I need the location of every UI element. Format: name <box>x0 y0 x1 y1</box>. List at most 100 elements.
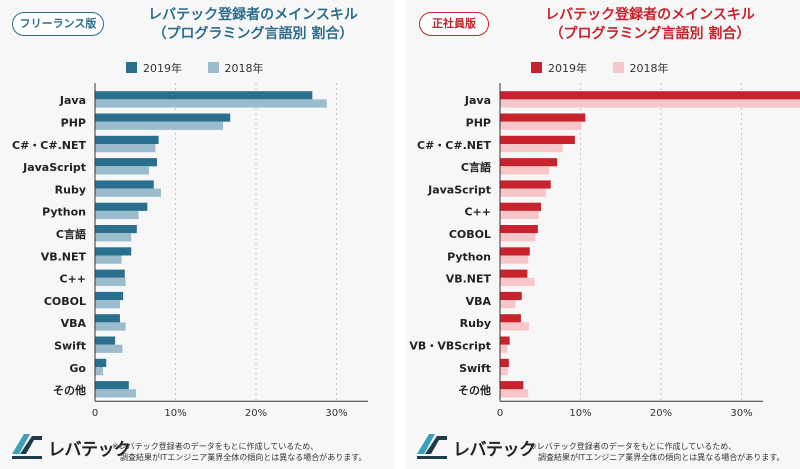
legend-label-2019: 2019年 <box>548 62 587 75</box>
bar-2018 <box>95 166 149 175</box>
category-label: その他 <box>53 383 86 397</box>
bar-2019 <box>500 158 558 167</box>
freelance-bar-chart: 0 10% 20% 30% Java PHP C#・C#.NET JavaScript Ruby… <box>12 83 368 419</box>
bar-2018 <box>95 210 139 220</box>
bar-2018 <box>500 144 563 153</box>
bar-2018 <box>500 99 800 108</box>
legend-label-2019: 2019年 <box>143 62 182 75</box>
legend-item-2018: 2018年 <box>207 60 264 76</box>
bar-2019 <box>95 291 124 301</box>
bar-2018 <box>500 233 536 242</box>
logo-text: レバテック <box>453 440 536 460</box>
category-label: COBOL <box>449 228 491 241</box>
bar-2018 <box>500 344 508 353</box>
bar-2019 <box>95 247 132 256</box>
x-tick-label: 10% <box>569 408 591 419</box>
bar-2018 <box>95 277 126 286</box>
bar-2018 <box>95 233 132 242</box>
bar-2018 <box>95 121 223 130</box>
bar-2019 <box>95 135 159 144</box>
x-tick-label: 30% <box>730 408 752 419</box>
fulltime-badge: 正社員版 <box>419 12 489 36</box>
x-tick-label: 0 <box>497 408 503 419</box>
bar-2019 <box>95 158 157 167</box>
category-label: JavaScript <box>22 161 86 174</box>
legend: 2019年 2018年 <box>531 60 691 75</box>
bar-2019 <box>95 381 129 390</box>
bar-2018 <box>95 99 327 108</box>
category-label: VB・VBScript <box>409 339 491 352</box>
chart-title-line1: レバテック登録者のメインスキル <box>545 7 755 23</box>
category-label: C言語 <box>56 227 86 241</box>
bar-2019 <box>95 269 125 278</box>
x-tick-label: 20% <box>245 408 267 419</box>
freelance-panel: フリーランス版 レバテック登録者のメインスキル （プログラミング言語別 割合） … <box>0 0 395 469</box>
footnote: ※レバテック登録者のデータをもとに作成しているため、 調査結果がITエンジニア業… <box>530 441 784 463</box>
footnote: ※レバテック登録者のデータをもとに作成しているため、 調査結果がITエンジニア業… <box>112 441 366 463</box>
bar-2019 <box>95 358 107 367</box>
bar-2018 <box>500 389 529 398</box>
category-label: COBOL <box>44 295 86 308</box>
category-label: C#・C#.NET <box>12 139 86 152</box>
x-tick-label: 0 <box>92 408 98 419</box>
bar-2019 <box>95 225 137 234</box>
footnote-line1: ※レバテック登録者のデータをもとに作成しているため、 <box>530 442 737 451</box>
bar-2019 <box>500 336 510 345</box>
chart-title: レバテック登録者のメインスキル （プログラミング言語別 割合） <box>108 6 398 44</box>
freelance-badge: フリーランス版 <box>12 12 104 36</box>
bar-2019 <box>500 269 528 278</box>
x-tick-label: 10% <box>164 408 186 419</box>
bar-2018 <box>95 389 137 398</box>
bar-2019 <box>500 91 800 100</box>
bar-2018 <box>500 210 539 220</box>
chart-title: レバテック登録者のメインスキル （プログラミング言語別 割合） <box>500 6 800 44</box>
bar-2019 <box>95 202 148 211</box>
category-label: C言語 <box>461 160 491 174</box>
bar-2018 <box>95 188 162 197</box>
category-label: Python <box>447 250 491 263</box>
legend-label-2018: 2018年 <box>224 62 264 75</box>
chart-title-line2: （プログラミング言語別 割合） <box>152 26 354 42</box>
category-label: Python <box>42 206 86 219</box>
category-label: その他 <box>458 383 491 397</box>
category-label: C#・C#.NET <box>417 139 491 152</box>
category-label: Ruby <box>55 183 86 196</box>
levtech-logo-mark-icon <box>417 434 447 459</box>
bar-2018 <box>500 188 546 197</box>
fulltime-bar-chart: 010%20%30%40%50%JavaPHPC#・C#.NETC言語JavaS… <box>409 83 800 419</box>
legend-swatch-2019 <box>531 62 542 73</box>
category-label: C++ <box>464 206 491 219</box>
category-label: Java <box>464 94 491 107</box>
category-label: Java <box>59 94 86 107</box>
category-label: Swift <box>459 362 491 375</box>
x-tick-label: 30% <box>325 408 347 419</box>
category-label: VBA <box>466 295 492 308</box>
bar-2019 <box>500 247 530 256</box>
bar-2018 <box>500 166 550 175</box>
bar-2019 <box>500 291 522 301</box>
bar-2019 <box>500 225 538 234</box>
bar-2019 <box>95 91 313 100</box>
legend-swatch-2018 <box>207 62 219 73</box>
category-label: JavaScript <box>427 183 491 196</box>
bar-2019 <box>95 314 120 323</box>
category-label: VB.NET <box>41 250 87 263</box>
category-label: PHP <box>61 116 86 129</box>
bar-2019 <box>500 314 521 323</box>
bar-2018 <box>95 367 104 376</box>
bar-2018 <box>95 300 120 309</box>
legend-swatch-2019 <box>126 62 137 73</box>
bar-2019 <box>500 358 509 367</box>
bar-2018 <box>95 255 122 264</box>
bar-2018 <box>95 144 156 153</box>
bar-2018 <box>500 367 509 376</box>
bar-2018 <box>95 322 126 331</box>
bar-2018 <box>500 121 582 130</box>
bar-2018 <box>500 255 529 264</box>
x-tick-label: 20% <box>650 408 672 419</box>
category-label: VB.NET <box>446 273 492 286</box>
logo-text: レバテック <box>48 440 131 460</box>
bar-2018 <box>500 322 529 331</box>
bar-2019 <box>95 180 154 189</box>
